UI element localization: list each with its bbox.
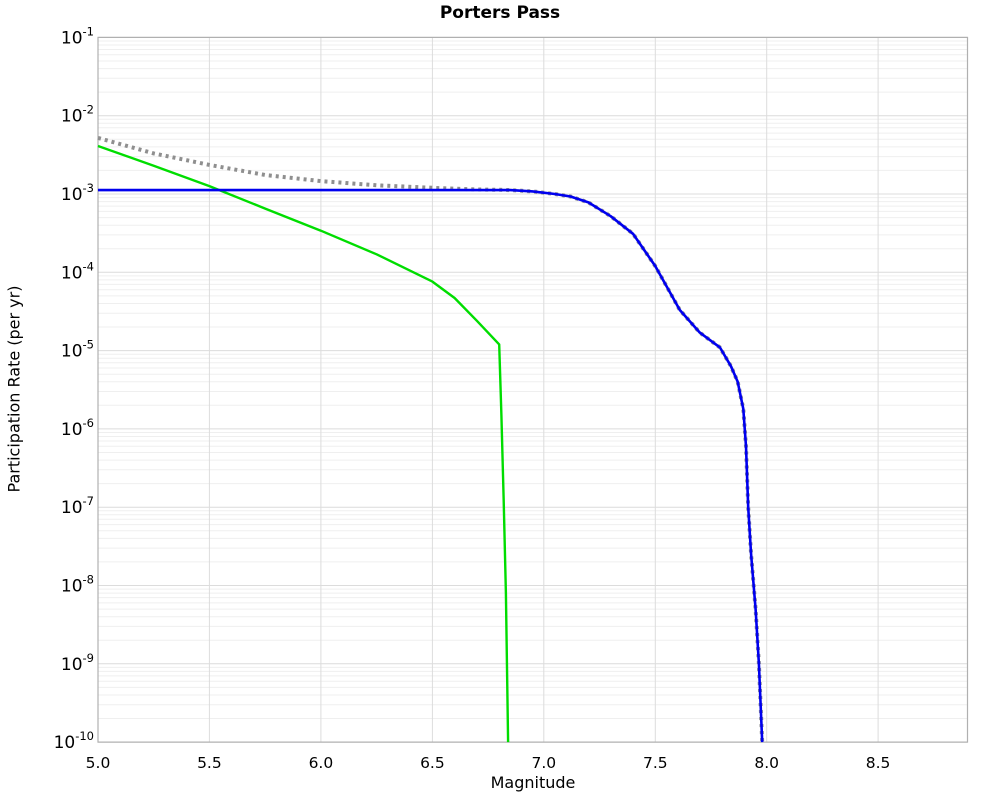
x-tick-label: 7.0 — [531, 754, 556, 772]
x-tick-label: 5.5 — [197, 754, 222, 772]
x-tick-label: 6.0 — [309, 754, 334, 772]
x-tick-label: 6.5 — [420, 754, 445, 772]
y-tick-label: 10-2 — [61, 103, 94, 127]
chart-title: Porters Pass — [439, 3, 561, 23]
y-axis-label: Participation Rate (per yr) — [4, 285, 24, 493]
y-tick-label: 10-6 — [61, 416, 94, 440]
y-tick-label: 10-10 — [54, 729, 94, 753]
plot-frame — [97, 36, 969, 743]
y-tick-label: 10-5 — [61, 338, 94, 362]
series-gray-dotted — [97, 135, 765, 743]
y-tick-label: 10-9 — [61, 651, 94, 675]
y-tick-label: 10-4 — [61, 259, 94, 283]
x-axis-label: Magnitude — [490, 773, 576, 792]
y-tick-label: 10-8 — [61, 573, 94, 597]
series-green-solid — [97, 144, 510, 743]
x-tick-label: 7.5 — [643, 754, 668, 772]
x-tick-label: 8.5 — [866, 754, 891, 772]
x-tick-label: 8.0 — [754, 754, 779, 772]
x-tick-label: 5.0 — [86, 754, 111, 772]
y-tick-label: 10-3 — [61, 181, 94, 205]
y-tick-label: 10-7 — [61, 494, 94, 518]
series-blue-solid — [98, 188, 764, 743]
y-tick-label: 10-1 — [61, 24, 94, 48]
